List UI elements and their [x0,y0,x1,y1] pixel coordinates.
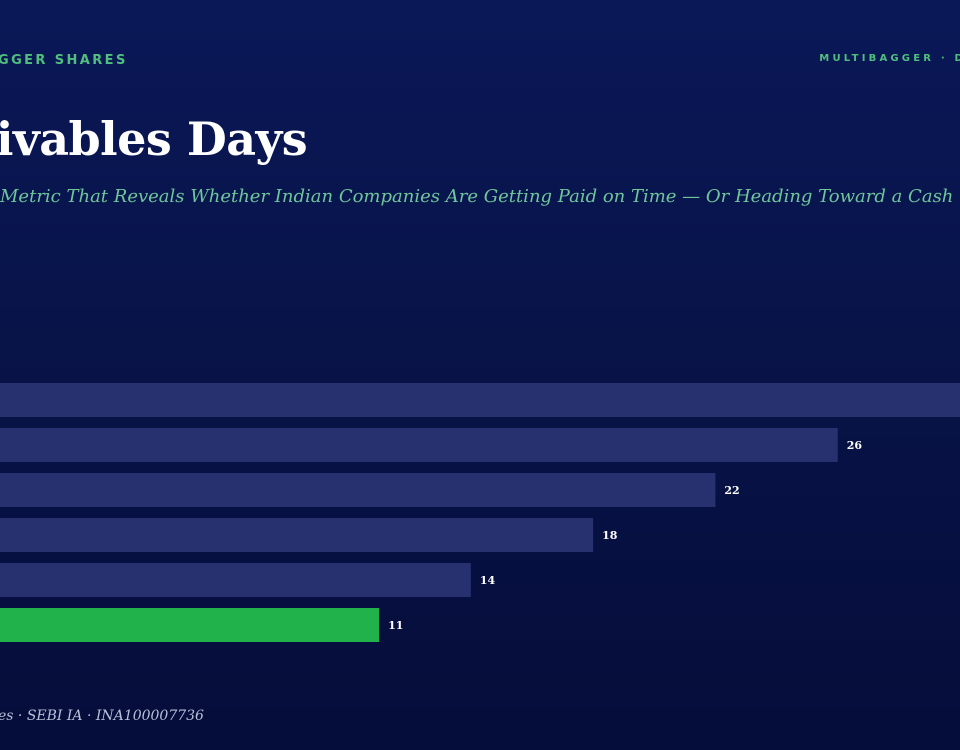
bar [0,518,594,552]
page-subtitle: Metric That Reveals Whether Indian Compa… [0,186,960,207]
bar-value-label: 14 [480,574,496,587]
bar [0,563,471,597]
bar [0,473,716,507]
bar [0,428,838,462]
brand-label: GGER SHARES [0,53,128,68]
page-title: ivables Days [0,112,308,166]
series-label: MULTIBAGGER · D [819,53,960,64]
footer-disclaimer: es · SEBI IA · INA100007736 [0,708,204,724]
bar-value-label: 22 [724,484,739,497]
bar-value-label: 26 [847,439,863,452]
bar [0,383,960,417]
bar-highlight [0,608,380,642]
bar-value-label: 18 [602,529,618,542]
bar-value-label: 11 [388,619,403,632]
